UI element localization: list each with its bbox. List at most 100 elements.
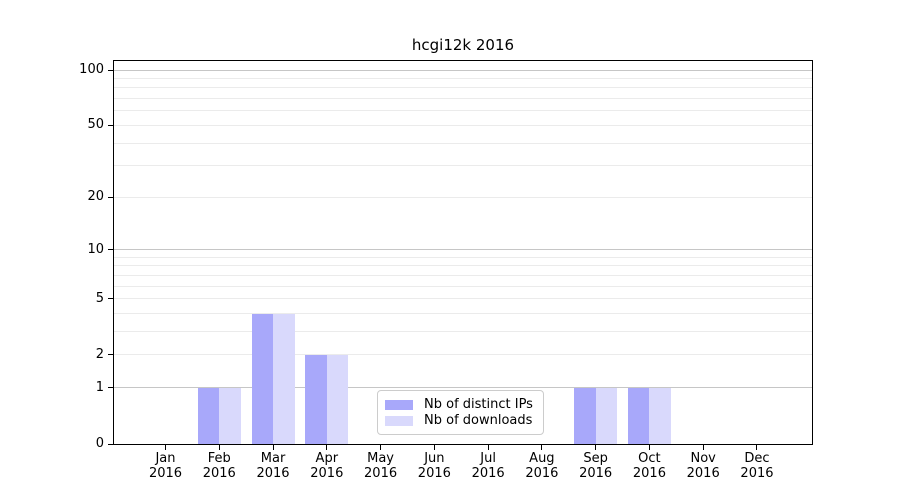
gridline-minor [114,78,812,80]
x-tick-year: 2016 [417,466,451,481]
x-tick-label-feb: Feb 2016 [187,451,251,481]
gridline-major [114,387,812,389]
y-tick-label-0: 0 [95,436,104,451]
x-tick-mark-may [380,445,382,450]
gridline-minor [114,87,812,89]
gridline-minor [114,275,812,277]
x-tick-mark-nov [702,445,704,450]
x-tick-month: Feb [207,451,231,466]
y-tick-label-100: 100 [79,62,104,78]
x-tick-month: Jun [424,451,445,466]
x-tick-month: Apr [315,451,339,466]
x-tick-mark-oct [648,445,650,450]
bar-nb-of-distinct-ips-mar [251,313,274,444]
x-tick-year: 2016 [686,466,720,481]
y-tick-label-10: 10 [87,241,104,257]
x-tick-label-mar: Mar 2016 [241,451,305,481]
bars-layer [114,61,812,444]
x-tick-label-jan: Jan 2016 [134,451,198,481]
x-tick-label-apr: Apr 2016 [295,451,359,481]
x-tick-year: 2016 [579,466,613,481]
x-tick-mark-jan [165,445,166,450]
legend-entry-nb-of-downloads: Nb of downloads [385,413,535,429]
x-tick-month: Oct [638,451,661,466]
x-tick-label-may: May 2016 [349,451,413,481]
y-tick-mark-1 [108,387,114,389]
y-tick-label-5: 5 [95,290,104,306]
y-tick-mark-0 [108,443,114,445]
x-tick-month: Nov [690,451,716,466]
x-tick-mark-apr [326,445,328,450]
legend-swatch-nb-of-downloads [385,416,413,426]
gridlines-layer [114,61,812,444]
gridline-minor [114,142,812,144]
legend-label-nb-of-downloads: Nb of downloads [424,413,533,428]
x-tick-year: 2016 [471,466,505,481]
y-tick-label-1: 1 [95,379,104,395]
x-tick-month: Jul [480,451,496,466]
y-tick-mark-100 [108,69,114,71]
x-tick-month: Dec [744,451,770,466]
bar-nb-of-downloads-sep [595,387,618,444]
x-tick-mark-sep [595,445,597,450]
x-tick-label-aug: Aug 2016 [510,451,574,481]
gridline-major [114,249,812,251]
gridline-minor [114,298,812,300]
x-tick-label-sep: Sep 2016 [564,451,628,481]
x-tick-year: 2016 [364,466,398,481]
bar-nb-of-downloads-apr [326,355,349,444]
gridline-minor [114,124,812,126]
bar-nb-of-downloads-mar [273,313,295,444]
x-tick-mark-mar [272,445,274,450]
x-tick-label-jul: Jul 2016 [456,451,520,481]
x-tick-month: Mar [260,451,286,466]
x-tick-label-jun: Jun 2016 [402,451,466,481]
gridline-minor [114,313,812,315]
x-tick-year: 2016 [632,466,666,481]
legend-entry-nb-of-distinct-ips: Nb of distinct IPs [385,397,535,413]
bar-nb-of-distinct-ips-feb [197,387,220,444]
bar-nb-of-downloads-feb [219,387,241,444]
bar-nb-of-distinct-ips-sep [574,387,596,444]
plot-area [113,60,813,445]
gridline-major [114,69,812,71]
gridline-minor [114,196,812,198]
chart-title: hcgi12k 2016 [411,36,515,54]
x-tick-year: 2016 [525,466,559,481]
x-tick-year: 2016 [202,466,236,481]
bar-nb-of-distinct-ips-oct [627,387,650,444]
x-tick-year: 2016 [310,466,344,481]
y-tick-mark-20 [108,196,114,198]
gridline-minor [114,354,812,356]
x-tick-mark-feb [218,445,220,450]
y-tick-mark-5 [108,298,114,300]
gridline-minor [114,331,812,333]
y-tick-label-2: 2 [95,346,104,362]
x-tick-year: 2016 [256,466,290,481]
x-tick-month: Aug [529,451,555,466]
x-tick-year: 2016 [148,466,183,481]
x-tick-year: 2016 [740,466,774,481]
x-tick-label-dec: Dec 2016 [725,451,789,481]
y-tick-mark-50 [108,124,114,126]
gridline-minor [114,165,812,167]
bar-nb-of-distinct-ips-apr [305,355,327,444]
x-tick-mark-dec [756,445,758,450]
y-tick-label-50: 50 [87,117,104,133]
y-tick-label-20: 20 [87,189,104,205]
x-tick-month: Sep [583,451,608,466]
bar-nb-of-downloads-oct [649,387,671,444]
x-tick-mark-jun [433,445,435,450]
gridline-minor [114,110,812,112]
legend: Nb of distinct IPs Nb of downloads [377,390,544,435]
gridline-minor [114,256,812,258]
x-tick-mark-jul [487,445,489,450]
gridline-minor [114,265,812,267]
y-tick-mark-10 [108,249,114,251]
x-tick-label-nov: Nov 2016 [671,451,735,481]
x-tick-month: Jan [155,451,176,466]
legend-label-nb-of-distinct-ips: Nb of distinct IPs [424,397,533,412]
gridline-minor [114,285,812,287]
y-tick-mark-2 [108,354,114,356]
